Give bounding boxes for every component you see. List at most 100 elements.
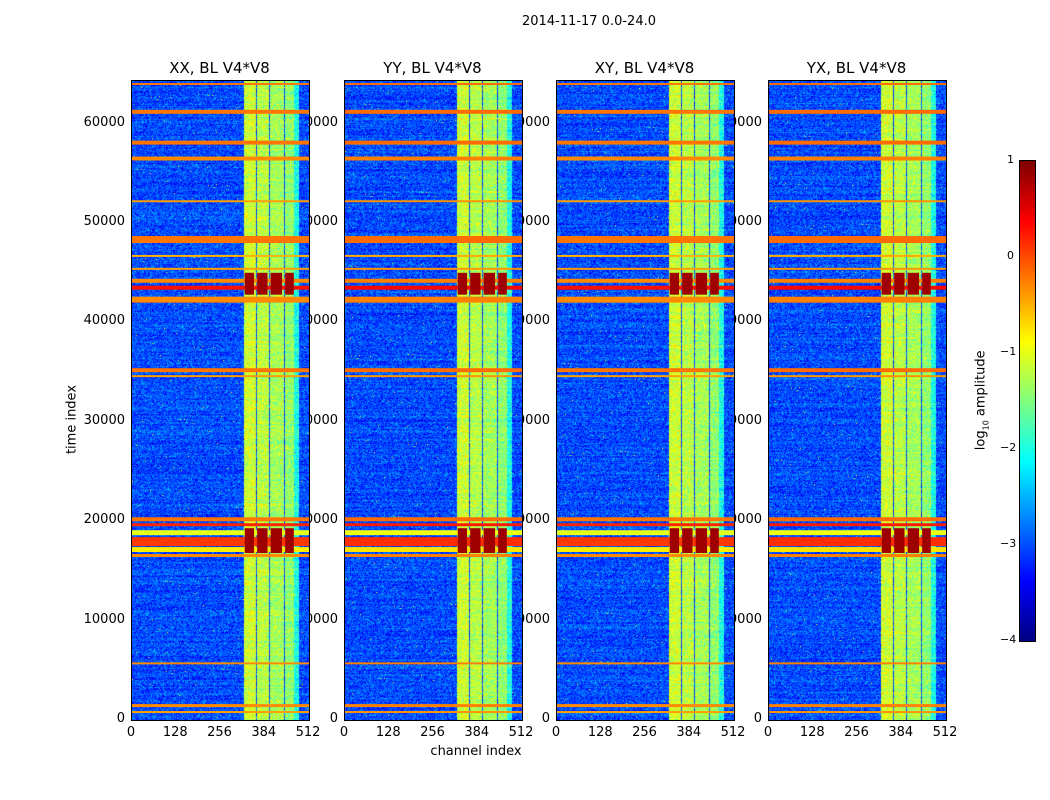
colorbar-tick-label: −1 xyxy=(1000,345,1017,358)
rfi-row xyxy=(769,662,946,665)
y-tick-label: 0 xyxy=(541,711,550,726)
y-tick-label: 0 xyxy=(329,711,338,726)
panel-title: XX, BL V4*V8 xyxy=(169,59,270,77)
rfi-row xyxy=(769,285,946,290)
rfi-row xyxy=(345,554,522,558)
x-tick-label: 512 xyxy=(720,725,746,740)
saturated-block xyxy=(881,272,892,295)
rfi-row xyxy=(345,704,522,708)
heatmap-overlay xyxy=(345,82,522,714)
rfi-row xyxy=(132,554,309,558)
saturated-block xyxy=(498,528,507,554)
rfi-row xyxy=(345,278,522,283)
saturated-block xyxy=(710,528,719,554)
colorbar-tick-label: −3 xyxy=(1000,537,1017,550)
rfi-row xyxy=(557,704,734,708)
y-tick-label: 30000 xyxy=(83,412,125,428)
rfi-row xyxy=(557,711,734,714)
rfi-row xyxy=(769,109,946,114)
rfi-row xyxy=(769,704,946,708)
rfi-row xyxy=(557,530,734,536)
rfi-row xyxy=(557,375,734,378)
rfi-row xyxy=(557,254,734,257)
x-tick-label: 256 xyxy=(844,725,869,740)
rfi-row xyxy=(769,267,946,270)
x-tick-label: 0 xyxy=(551,725,561,740)
rfi-row xyxy=(557,109,734,114)
rfi-row xyxy=(345,285,522,290)
saturated-block xyxy=(244,272,255,295)
x-tick-label: 256 xyxy=(420,725,445,740)
rfi-row xyxy=(557,296,734,303)
rfi-row xyxy=(345,267,522,270)
x-tick-label: 384 xyxy=(251,725,277,740)
x-tick-label: 128 xyxy=(799,725,825,740)
rfi-row xyxy=(132,537,309,547)
rfi-row xyxy=(557,368,734,373)
rfi-row xyxy=(769,156,946,161)
colorbar-tick-label: 1 xyxy=(1007,153,1014,166)
rfi-row xyxy=(769,554,946,558)
rfi-row xyxy=(132,278,309,283)
rfi-row xyxy=(345,711,522,714)
rfi-row xyxy=(345,537,522,547)
x-tick-label: 0 xyxy=(763,725,773,740)
rfi-row xyxy=(557,267,734,270)
saturated-block xyxy=(669,528,680,554)
x-tick-label: 128 xyxy=(375,725,401,740)
rfi-row xyxy=(769,296,946,303)
rfi-row xyxy=(557,523,734,527)
heatmap-panel xyxy=(768,80,947,721)
x-tick-label: 256 xyxy=(207,725,232,740)
rfi-row xyxy=(557,236,734,243)
rfi-row xyxy=(132,156,309,161)
y-tick-label: 20000 xyxy=(83,512,125,528)
rfi-row xyxy=(132,200,309,203)
saturated-block xyxy=(244,528,255,554)
rfi-row xyxy=(345,156,522,161)
rfi-row xyxy=(345,517,522,522)
x-tick-label: 512 xyxy=(295,725,321,740)
x-tick-label: 384 xyxy=(676,725,702,740)
saturated-block xyxy=(470,528,481,554)
x-tick-label: 128 xyxy=(162,725,188,740)
x-tick-label: 0 xyxy=(126,725,136,740)
colorbar-tick-label: −4 xyxy=(1000,633,1017,646)
rfi-row xyxy=(769,82,946,85)
rfi-row xyxy=(345,547,522,553)
saturated-block xyxy=(470,272,481,295)
rfi-row xyxy=(345,375,522,378)
rfi-row xyxy=(132,530,309,536)
rfi-row xyxy=(132,517,309,522)
saturated-block xyxy=(285,272,294,295)
rfi-row xyxy=(769,278,946,283)
rfi-row xyxy=(769,254,946,257)
heatmap-overlay xyxy=(769,82,946,714)
rfi-row xyxy=(769,140,946,145)
y-tick-label: 10000 xyxy=(83,611,125,627)
rfi-row xyxy=(132,704,309,708)
saturated-block xyxy=(285,528,294,554)
rfi-row xyxy=(557,140,734,145)
rfi-row xyxy=(345,523,522,527)
saturated-block xyxy=(669,272,680,295)
colorbar-tick-label: 0 xyxy=(1007,249,1014,262)
saturated-block xyxy=(257,528,268,554)
saturated-block xyxy=(483,272,496,295)
saturated-block xyxy=(907,528,920,554)
rfi-row xyxy=(345,662,522,665)
colorbar xyxy=(1019,160,1036,642)
figure-title: 2014-11-17 0.0-24.0 xyxy=(522,14,656,29)
x-tick-label: 512 xyxy=(508,725,534,740)
heatmap-panel xyxy=(344,80,523,721)
rfi-row xyxy=(557,517,734,522)
saturated-block xyxy=(695,272,708,295)
x-tick-label: 256 xyxy=(632,725,657,740)
rfi-row xyxy=(345,530,522,536)
heatmap-panel xyxy=(131,80,310,721)
rfi-row xyxy=(769,523,946,527)
rfi-row xyxy=(557,662,734,665)
rfi-row xyxy=(769,200,946,203)
rfi-row xyxy=(345,254,522,257)
